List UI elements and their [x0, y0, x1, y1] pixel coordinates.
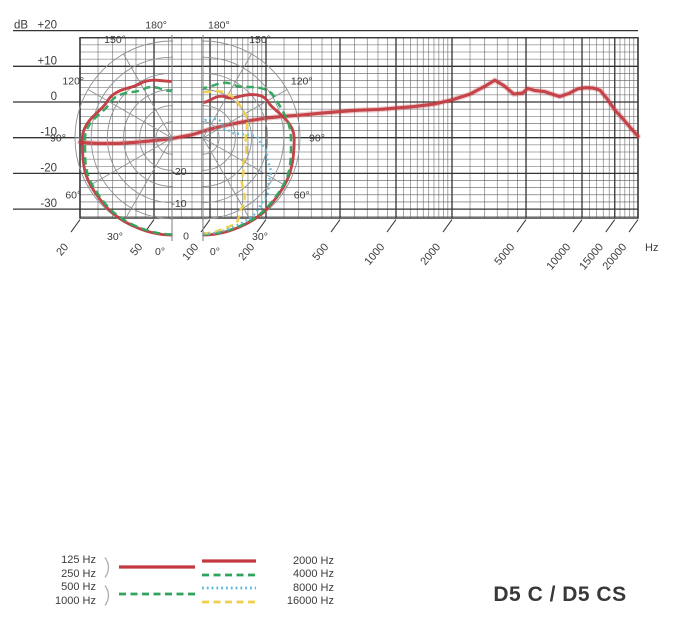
svg-text:0: 0	[183, 231, 189, 243]
svg-text:+10: +10	[37, 55, 57, 67]
legend-label-4000hz: 4000 Hz	[293, 568, 334, 580]
svg-text:Hz: Hz	[645, 242, 658, 254]
svg-text:120°: 120°	[62, 76, 84, 88]
svg-text:180°: 180°	[145, 20, 167, 32]
svg-text:120°: 120°	[291, 76, 313, 88]
legend-label-1000hz: 1000 Hz	[55, 594, 96, 607]
legend-label-16000hz: 16000 Hz	[286, 595, 334, 607]
svg-text:150°: 150°	[104, 34, 126, 46]
svg-text:dB: dB	[14, 20, 28, 32]
svg-text:180°: 180°	[208, 20, 230, 32]
svg-text:-20: -20	[40, 162, 57, 174]
legend-line-sample-125-250hz	[119, 565, 195, 569]
svg-text:0°: 0°	[155, 246, 165, 258]
svg-text:60°: 60°	[65, 190, 81, 202]
svg-text:30°: 30°	[252, 231, 268, 243]
legend-line-sample-4000hz	[202, 573, 256, 576]
legend-group-brace-mid	[104, 585, 110, 606]
legend-line-sample-16000hz	[202, 600, 256, 603]
polar-pattern-chart: 0° 30° 60° 90° 120° 150° 180° 0° 30° 60° 90° 120° 15…	[50, 20, 325, 258]
legend-label-8000hz: 8000 Hz	[293, 581, 334, 594]
svg-text:30°: 30°	[107, 231, 123, 243]
svg-text:90°: 90°	[309, 133, 325, 145]
svg-text:0°: 0°	[210, 246, 220, 258]
legend-group-brace-low	[104, 557, 110, 578]
svg-text:+20: +20	[37, 20, 57, 32]
legend-line-sample-8000hz	[202, 586, 256, 590]
model-title: D5 C / D5 CS	[493, 583, 627, 606]
legend-label-2000hz: 2000 Hz	[293, 554, 334, 567]
legend-label-250hz: 250 Hz	[61, 567, 96, 580]
legend-line-sample-500-1000hz	[119, 592, 195, 596]
svg-text:-20: -20	[171, 166, 186, 178]
legend-label-125hz: 125 Hz	[61, 554, 96, 566]
svg-text:60°: 60°	[294, 190, 310, 202]
svg-text:-10: -10	[40, 127, 57, 139]
legend-line-sample-2000hz	[202, 559, 256, 563]
legend-label-500hz: 500 Hz	[61, 581, 96, 593]
svg-text:90°: 90°	[50, 133, 66, 145]
svg-text:-10: -10	[171, 198, 186, 210]
svg-text:0: 0	[51, 91, 57, 103]
svg-text:-30: -30	[40, 198, 57, 210]
svg-text:150°: 150°	[249, 34, 271, 46]
